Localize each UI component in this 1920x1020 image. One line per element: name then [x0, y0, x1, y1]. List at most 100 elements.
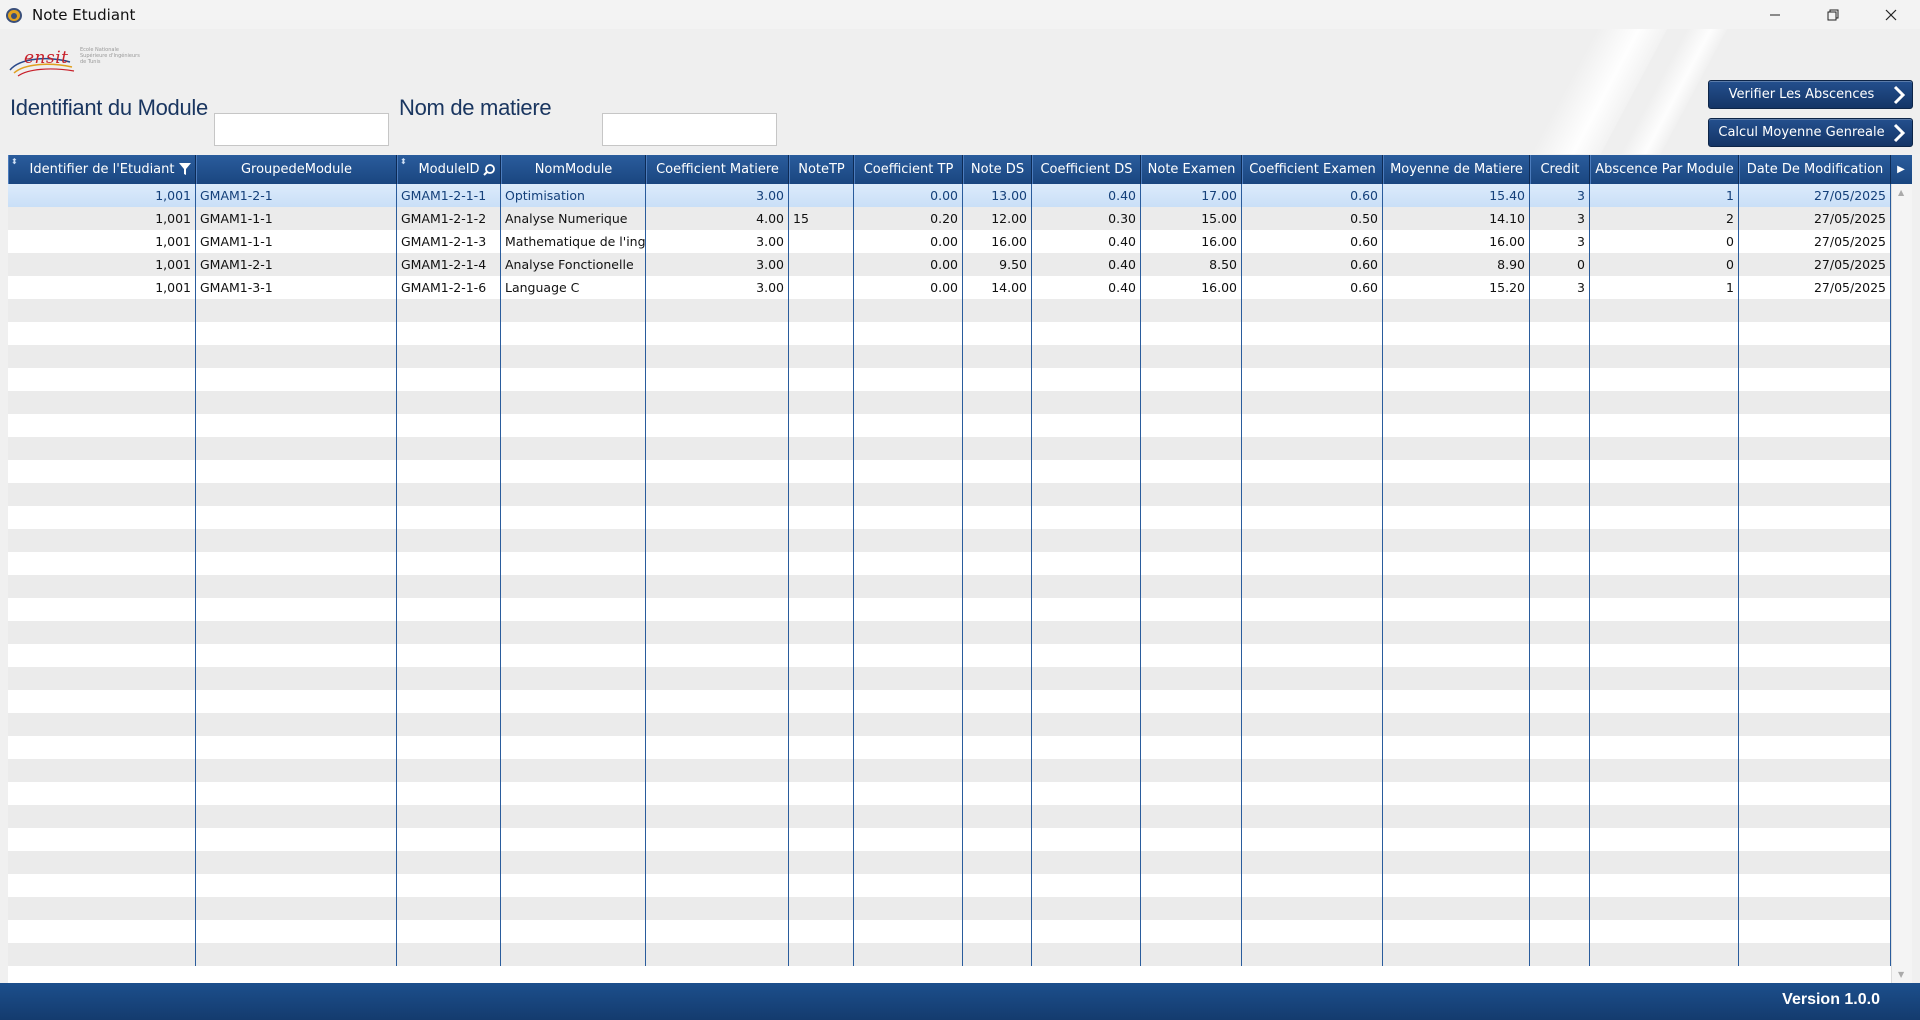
- table-cell[interactable]: [646, 437, 789, 460]
- table-cell[interactable]: [1242, 713, 1383, 736]
- table-cell[interactable]: 27/05/2025: [1739, 184, 1891, 207]
- table-cell[interactable]: [789, 529, 854, 552]
- table-cell[interactable]: [196, 920, 397, 943]
- table-cell[interactable]: [397, 736, 501, 759]
- table-cell[interactable]: [1032, 805, 1141, 828]
- table-cell[interactable]: [646, 322, 789, 345]
- compute-average-button[interactable]: Calcul Moyenne Genreale: [1708, 118, 1913, 147]
- table-cell[interactable]: [397, 299, 501, 322]
- table-cell[interactable]: [963, 943, 1032, 966]
- table-cell[interactable]: [501, 851, 646, 874]
- table-cell[interactable]: [1032, 460, 1141, 483]
- table-cell[interactable]: [501, 759, 646, 782]
- table-cell[interactable]: [196, 621, 397, 644]
- table-cell[interactable]: [1032, 943, 1141, 966]
- table-cell[interactable]: [1590, 736, 1739, 759]
- table-cell[interactable]: [1530, 299, 1590, 322]
- table-cell[interactable]: [8, 897, 196, 920]
- table-cell[interactable]: [789, 575, 854, 598]
- table-cell[interactable]: [854, 345, 963, 368]
- table-cell[interactable]: [501, 897, 646, 920]
- table-cell[interactable]: [1032, 575, 1141, 598]
- table-cell[interactable]: 14.10: [1383, 207, 1530, 230]
- table-cell[interactable]: [1739, 782, 1891, 805]
- table-cell[interactable]: [789, 184, 854, 207]
- table-cell[interactable]: [501, 736, 646, 759]
- table-cell[interactable]: [8, 874, 196, 897]
- table-cell[interactable]: [196, 552, 397, 575]
- empty-table-row[interactable]: [8, 943, 1891, 966]
- empty-table-row[interactable]: [8, 391, 1891, 414]
- table-cell[interactable]: [1242, 897, 1383, 920]
- table-cell[interactable]: [1739, 345, 1891, 368]
- column-header[interactable]: GroupedeModule: [196, 155, 397, 184]
- table-cell[interactable]: [1739, 920, 1891, 943]
- table-cell[interactable]: [854, 644, 963, 667]
- table-cell[interactable]: [1032, 368, 1141, 391]
- table-cell[interactable]: [789, 483, 854, 506]
- table-cell[interactable]: [963, 414, 1032, 437]
- table-cell[interactable]: [1530, 851, 1590, 874]
- table-cell[interactable]: [1739, 874, 1891, 897]
- table-cell[interactable]: [789, 690, 854, 713]
- empty-table-row[interactable]: [8, 805, 1891, 828]
- table-cell[interactable]: [397, 713, 501, 736]
- table-cell[interactable]: [1739, 437, 1891, 460]
- table-cell[interactable]: 17.00: [1141, 184, 1242, 207]
- table-cell[interactable]: GMAM1-2-1-6: [397, 276, 501, 299]
- table-cell[interactable]: [1739, 322, 1891, 345]
- table-cell[interactable]: [1242, 943, 1383, 966]
- table-cell[interactable]: 15: [789, 207, 854, 230]
- table-cell[interactable]: [1530, 736, 1590, 759]
- table-cell[interactable]: [1032, 828, 1141, 851]
- table-cell[interactable]: [1383, 667, 1530, 690]
- table-cell[interactable]: 0.00: [854, 276, 963, 299]
- table-cell[interactable]: [1242, 368, 1383, 391]
- table-cell[interactable]: [1242, 575, 1383, 598]
- table-cell[interactable]: [1141, 897, 1242, 920]
- table-cell[interactable]: 15.40: [1383, 184, 1530, 207]
- table-cell[interactable]: [8, 368, 196, 391]
- table-cell[interactable]: 0.60: [1242, 230, 1383, 253]
- table-cell[interactable]: [1242, 552, 1383, 575]
- table-cell[interactable]: [1590, 920, 1739, 943]
- table-cell[interactable]: [789, 782, 854, 805]
- table-cell[interactable]: [397, 897, 501, 920]
- table-cell[interactable]: [646, 897, 789, 920]
- table-row[interactable]: 1,001 GMAM1-1-1 GMAM1-2-1-2 Analyse Numeriq…: [8, 207, 1891, 230]
- table-cell[interactable]: 0: [1590, 230, 1739, 253]
- table-cell[interactable]: [1530, 575, 1590, 598]
- table-cell[interactable]: [854, 598, 963, 621]
- table-cell[interactable]: [1530, 690, 1590, 713]
- table-cell[interactable]: [8, 805, 196, 828]
- table-cell[interactable]: [1383, 345, 1530, 368]
- table-cell[interactable]: [789, 322, 854, 345]
- table-cell[interactable]: [1242, 529, 1383, 552]
- table-cell[interactable]: [196, 897, 397, 920]
- table-cell[interactable]: [1383, 322, 1530, 345]
- table-cell[interactable]: [1141, 736, 1242, 759]
- table-cell[interactable]: [8, 667, 196, 690]
- table-cell[interactable]: [501, 690, 646, 713]
- table-cell[interactable]: [1141, 506, 1242, 529]
- table-cell[interactable]: [1383, 460, 1530, 483]
- empty-table-row[interactable]: [8, 874, 1891, 897]
- table-cell[interactable]: GMAM1-3-1: [196, 276, 397, 299]
- table-cell[interactable]: [1032, 690, 1141, 713]
- table-cell[interactable]: [854, 897, 963, 920]
- table-cell[interactable]: 16.00: [1141, 230, 1242, 253]
- table-cell[interactable]: [854, 690, 963, 713]
- table-cell[interactable]: [196, 483, 397, 506]
- table-cell[interactable]: [8, 690, 196, 713]
- table-cell[interactable]: [1141, 759, 1242, 782]
- table-cell[interactable]: [854, 391, 963, 414]
- table-cell[interactable]: [854, 874, 963, 897]
- column-header[interactable]: Note DS: [963, 155, 1032, 184]
- table-cell[interactable]: 0.20: [854, 207, 963, 230]
- table-cell[interactable]: [501, 345, 646, 368]
- table-cell[interactable]: 0.00: [854, 253, 963, 276]
- table-cell[interactable]: [501, 644, 646, 667]
- table-cell[interactable]: [1739, 414, 1891, 437]
- empty-table-row[interactable]: [8, 598, 1891, 621]
- table-cell[interactable]: [646, 690, 789, 713]
